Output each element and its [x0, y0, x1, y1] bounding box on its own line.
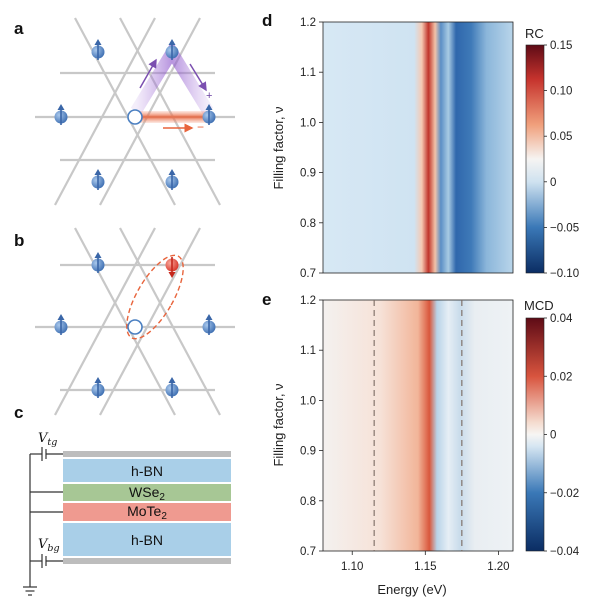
colorbar-tick-label: 0.02 — [550, 371, 572, 383]
y-tick-label: 0.8 — [300, 218, 316, 230]
panel-d: d 0.7 0.8 0.9 1.0 1.1 1.2 Filling factor, ν R… — [262, 11, 579, 280]
mcd-heatmap-frame — [322, 299, 514, 552]
spin-up-icon — [165, 169, 179, 190]
empty-site-icon — [127, 109, 143, 125]
spin-up-icon — [91, 169, 105, 190]
panel-e: e 0.7 0.8 0.9 1.0 1.1 1.2 1.10 1.15 1.20 Fillin… — [262, 290, 580, 597]
spin-up-icon — [165, 39, 179, 60]
y-ticks-e: 0.7 0.8 0.9 1.0 1.1 1.2 — [300, 295, 323, 558]
x-axis-label-e: Energy (eV) — [377, 582, 446, 597]
layer-label-wse2: WSe2 — [129, 484, 165, 503]
y-tick-label: 1.2 — [300, 295, 316, 307]
y-tick-label: 1.0 — [300, 117, 316, 129]
x-tick-label: 1.20 — [487, 561, 509, 573]
layer-label-mote2: MoTe2 — [127, 503, 167, 522]
colorbar-tick-label: −0.04 — [550, 546, 580, 558]
x-ticks-e: 1.10 1.15 1.20 — [341, 551, 510, 573]
y-tick-label: 0.9 — [300, 446, 316, 458]
y-tick-label: 1.0 — [300, 395, 316, 407]
colorbar-tick-label: 0.04 — [550, 313, 573, 325]
purple-hopping-glow — [130, 40, 214, 115]
plus-sign: + — [206, 90, 212, 102]
purple-arrow-right — [189, 63, 207, 92]
spin-up-icon — [165, 377, 179, 398]
y-tick-label: 0.7 — [300, 268, 316, 280]
y-tick-label: 0.7 — [300, 546, 316, 558]
colorbar-tick-label: 0 — [550, 430, 556, 442]
spin-sites-a — [54, 39, 216, 190]
panel-label-e: e — [262, 290, 271, 309]
y-axis-label-d: Filling factor, ν — [271, 106, 286, 189]
spin-up-icon — [202, 314, 216, 335]
spin-down-icon — [165, 257, 179, 278]
capacitor-gaps — [43, 450, 45, 565]
y-tick-label: 0.8 — [300, 496, 316, 508]
panel-label-a: a — [14, 19, 24, 38]
y-tick-label: 1.1 — [300, 345, 316, 357]
y-tick-label: 0.9 — [300, 168, 316, 180]
rc-heatmap-frame — [322, 21, 514, 274]
y-ticks-d: 0.7 0.8 0.9 1.0 1.1 1.2 — [300, 17, 323, 280]
dashed-lines-e — [373, 300, 463, 551]
colorbar-ticks-e: −0.04 −0.02 0 0.02 0.04 — [544, 313, 580, 558]
layer-wse2 — [63, 484, 231, 501]
colorbar-tick-label: 0.05 — [550, 131, 572, 143]
spin-up-icon — [91, 252, 105, 273]
layer-label-hbn-top: h-BN — [131, 463, 163, 479]
colorbar-title-e: MCD — [524, 298, 554, 313]
colorbar-tick-label: −0.05 — [550, 222, 579, 234]
layer-label-hbn-bottom: h-BN — [131, 532, 163, 548]
purple-arrow-left — [139, 58, 157, 89]
layer-mote2 — [63, 503, 231, 521]
circuit-wiring — [23, 447, 63, 596]
panel-c: c h-BN WSe2 MoTe2 h-BN — [14, 403, 231, 596]
layer-hbn-bottom — [63, 523, 231, 556]
colorbar-ticks-d: −0.10 −0.05 0 0.05 0.10 0.15 — [544, 40, 579, 280]
panel-label-c: c — [14, 403, 23, 422]
x-tick-label: 1.15 — [414, 561, 436, 573]
vbg-label: Vbg — [38, 537, 60, 554]
y-tick-label: 1.1 — [300, 67, 316, 79]
colorbar-tick-label: 0.15 — [550, 40, 572, 52]
dashed-ellipse — [126, 254, 184, 340]
y-axis-label-e: Filling factor, ν — [271, 383, 286, 466]
y-tick-label: 1.2 — [300, 17, 316, 29]
spin-up-icon — [202, 104, 216, 125]
spin-up-icon — [91, 377, 105, 398]
colorbar-tick-label: −0.02 — [550, 488, 579, 500]
spin-up-icon — [54, 314, 68, 335]
minus-sign: − — [197, 120, 204, 134]
colorbar-tick-label: 0.10 — [550, 86, 572, 98]
spin-up-icon — [91, 39, 105, 60]
layer-hbn-top — [63, 459, 231, 482]
x-tick-label: 1.10 — [341, 561, 363, 573]
top-gate-electrode — [63, 451, 231, 457]
colorbar-title-d: RC — [525, 26, 544, 41]
panel-b: b — [14, 227, 235, 416]
orange-hopping-glow — [137, 111, 208, 123]
bottom-gate-electrode — [63, 558, 231, 564]
rc-colorbar — [525, 44, 545, 274]
colorbar-tick-label: 0 — [550, 177, 556, 189]
empty-site-icon — [127, 319, 143, 335]
panel-label-d: d — [262, 11, 272, 30]
panel-label-b: b — [14, 231, 24, 250]
spin-up-icon — [54, 104, 68, 125]
mcd-colorbar — [525, 317, 545, 552]
vtg-label: Vtg — [38, 431, 57, 448]
spin-sites-b — [54, 252, 216, 398]
panel-a: a + − — [14, 17, 235, 206]
mcd-heatmap — [323, 300, 513, 551]
rc-heatmap — [323, 22, 513, 273]
colorbar-tick-label: −0.10 — [550, 268, 579, 280]
